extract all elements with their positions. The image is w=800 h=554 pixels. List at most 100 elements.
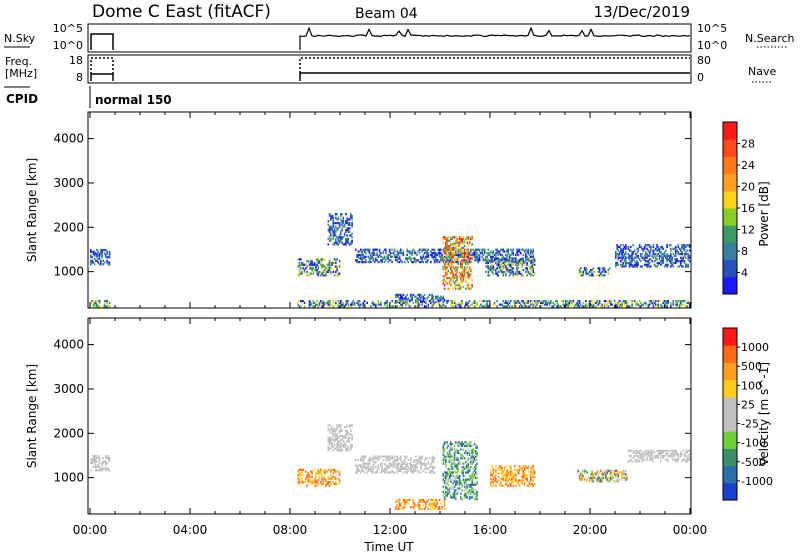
nsearch-tick-high: 10^5 xyxy=(697,22,727,35)
echo-cell xyxy=(436,259,438,262)
echo-cell xyxy=(410,466,412,469)
echo-cell xyxy=(442,462,445,465)
echo-cell xyxy=(445,305,447,308)
echo-cell xyxy=(463,496,466,499)
echo-cell xyxy=(625,247,627,250)
echo-cell xyxy=(340,218,342,221)
echo-cell xyxy=(610,301,612,304)
echo-cell xyxy=(370,261,372,264)
echo-cell xyxy=(395,255,397,258)
echo-cell xyxy=(622,469,625,472)
echo-cell xyxy=(465,277,467,280)
echo-cell xyxy=(302,468,305,471)
echo-cell xyxy=(672,253,675,256)
echo-cell xyxy=(425,457,427,460)
echo-cell xyxy=(580,303,582,306)
echo-cell xyxy=(637,458,640,461)
echo-cell xyxy=(657,455,660,458)
colorbar-swatch xyxy=(723,465,737,484)
echo-cell xyxy=(90,254,92,257)
echo-cell xyxy=(327,449,330,452)
echo-cell xyxy=(468,268,471,271)
echo-cell xyxy=(335,433,337,436)
echo-cell xyxy=(335,468,337,471)
echo-cell xyxy=(625,256,627,259)
echo-cell xyxy=(330,227,332,230)
echo-cell xyxy=(451,252,453,255)
echo-cell xyxy=(508,265,511,268)
echo-cell xyxy=(580,473,582,476)
echo-cell xyxy=(535,301,537,304)
echo-cell xyxy=(311,269,313,272)
echo-cell xyxy=(666,301,668,304)
echo-cell xyxy=(328,429,331,432)
echo-cell xyxy=(357,250,360,253)
echo-cell xyxy=(380,255,382,258)
echo-cell xyxy=(341,237,343,241)
echo-cell xyxy=(336,428,338,431)
echo-cell xyxy=(472,490,475,494)
echo-cell xyxy=(617,473,620,476)
echo-cell xyxy=(323,303,326,306)
echo-cell xyxy=(306,270,308,273)
echo-cell xyxy=(462,255,465,258)
echo-cell xyxy=(602,267,605,270)
echo-cell xyxy=(527,301,530,304)
echo-cell xyxy=(646,456,648,459)
echo-cell xyxy=(455,489,457,492)
echo-cell xyxy=(453,455,456,458)
echo-region xyxy=(355,455,436,474)
echo-cell xyxy=(527,250,530,253)
echo-cell xyxy=(346,300,348,303)
echo-cell xyxy=(98,257,101,261)
echo-cell xyxy=(565,303,567,306)
echo-cell xyxy=(415,466,417,469)
echo-cell xyxy=(507,479,510,482)
echo-cell xyxy=(501,257,503,260)
echo-cell xyxy=(456,466,458,469)
echo-region xyxy=(297,468,341,487)
echo-cell xyxy=(395,300,397,303)
echo-cell xyxy=(385,252,387,255)
echo-cell xyxy=(627,256,630,259)
echo-cell xyxy=(90,462,92,465)
echo-cell xyxy=(327,475,330,479)
echo-cell xyxy=(456,492,458,495)
echo-cell xyxy=(340,213,342,216)
echo-cell xyxy=(311,263,313,266)
echo-cell xyxy=(651,254,653,257)
echo-cell xyxy=(297,258,300,261)
echo-cell xyxy=(411,295,413,298)
echo-cell xyxy=(336,435,338,438)
echo-cell xyxy=(467,462,470,465)
echo-cell xyxy=(305,301,307,304)
echo-cell xyxy=(475,253,477,257)
echo-cell xyxy=(473,469,476,472)
echo-cell xyxy=(447,264,450,267)
echo-cell xyxy=(666,263,668,266)
echo-cell xyxy=(457,476,460,479)
echo-cell xyxy=(321,265,323,268)
echo-cell xyxy=(337,243,340,246)
echo-cell xyxy=(417,502,420,505)
echo-cell xyxy=(105,305,107,308)
echo-cell xyxy=(658,261,661,265)
echo-cell xyxy=(416,253,418,257)
echo-cell xyxy=(433,502,436,505)
echo-cell xyxy=(681,245,683,249)
echo-cell xyxy=(412,500,415,503)
echo-cell xyxy=(668,449,671,452)
echo-cell xyxy=(361,467,363,471)
echo-cell xyxy=(445,266,447,269)
echo-cell xyxy=(315,472,317,475)
echo-cell xyxy=(515,484,517,487)
echo-cell xyxy=(523,250,526,253)
echo-cell xyxy=(441,507,443,510)
echo-cell xyxy=(656,244,658,247)
echo-cell xyxy=(390,252,392,255)
echo-cell xyxy=(408,255,411,258)
echo-cell xyxy=(330,234,332,237)
echo-cell xyxy=(431,469,433,472)
echo-cell xyxy=(458,305,461,308)
echo-cell xyxy=(665,449,667,452)
